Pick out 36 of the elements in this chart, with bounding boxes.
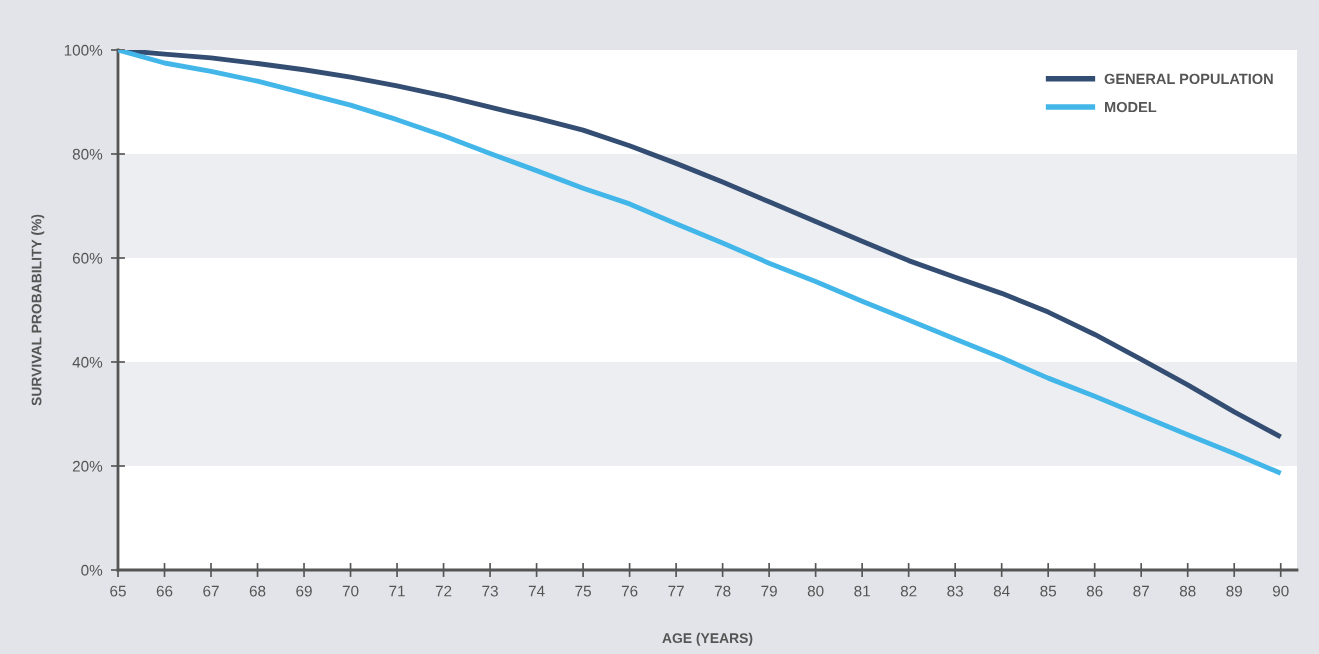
- x-tick-label: 76: [621, 585, 638, 597]
- x-tick-label: 75: [575, 585, 591, 597]
- x-tick-label: 81: [854, 585, 870, 597]
- y-tick-label: 0%: [81, 564, 103, 576]
- x-tick-label: 65: [110, 585, 126, 597]
- x-tick-label: 89: [1226, 585, 1242, 597]
- x-tick-label: 87: [1133, 585, 1149, 597]
- x-axis-title: AGE (YEARS): [662, 632, 753, 646]
- y-tick-label: 100%: [64, 44, 103, 56]
- x-tick-label: 67: [203, 585, 219, 597]
- x-tick-label: 88: [1179, 585, 1196, 597]
- y-axis-title: SURVIVAL PROBABILITY (%): [31, 214, 45, 406]
- legend-label: MODEL: [1105, 101, 1157, 113]
- x-tick-label: 79: [761, 585, 777, 597]
- y-tick-label: 80%: [72, 148, 103, 160]
- x-tick-label: 85: [1040, 585, 1057, 597]
- x-tick-label: 84: [993, 585, 1010, 597]
- y-tick-label: 60%: [72, 252, 103, 264]
- x-tick-label: 71: [389, 585, 405, 597]
- x-tick-label: 66: [156, 585, 173, 597]
- x-tick-label: 69: [296, 585, 312, 597]
- x-tick-label: 82: [900, 585, 917, 597]
- x-tick-label: 68: [249, 585, 266, 597]
- legend-label: GENERAL POPULATION: [1104, 73, 1273, 85]
- x-tick-label: 83: [947, 585, 963, 597]
- x-tick-label: 78: [714, 585, 731, 597]
- x-tick-label: 72: [435, 585, 452, 597]
- x-tick-label: 90: [1272, 585, 1289, 597]
- x-tick-label: 80: [807, 585, 824, 597]
- x-tick-label: 86: [1086, 585, 1103, 597]
- x-tick-label: 70: [342, 585, 359, 597]
- x-tick-label: 77: [668, 585, 684, 597]
- x-tick-label: 74: [528, 585, 545, 597]
- x-tick-label: 73: [482, 585, 498, 597]
- y-tick-label: 40%: [72, 356, 103, 368]
- y-tick-label: 20%: [72, 460, 103, 472]
